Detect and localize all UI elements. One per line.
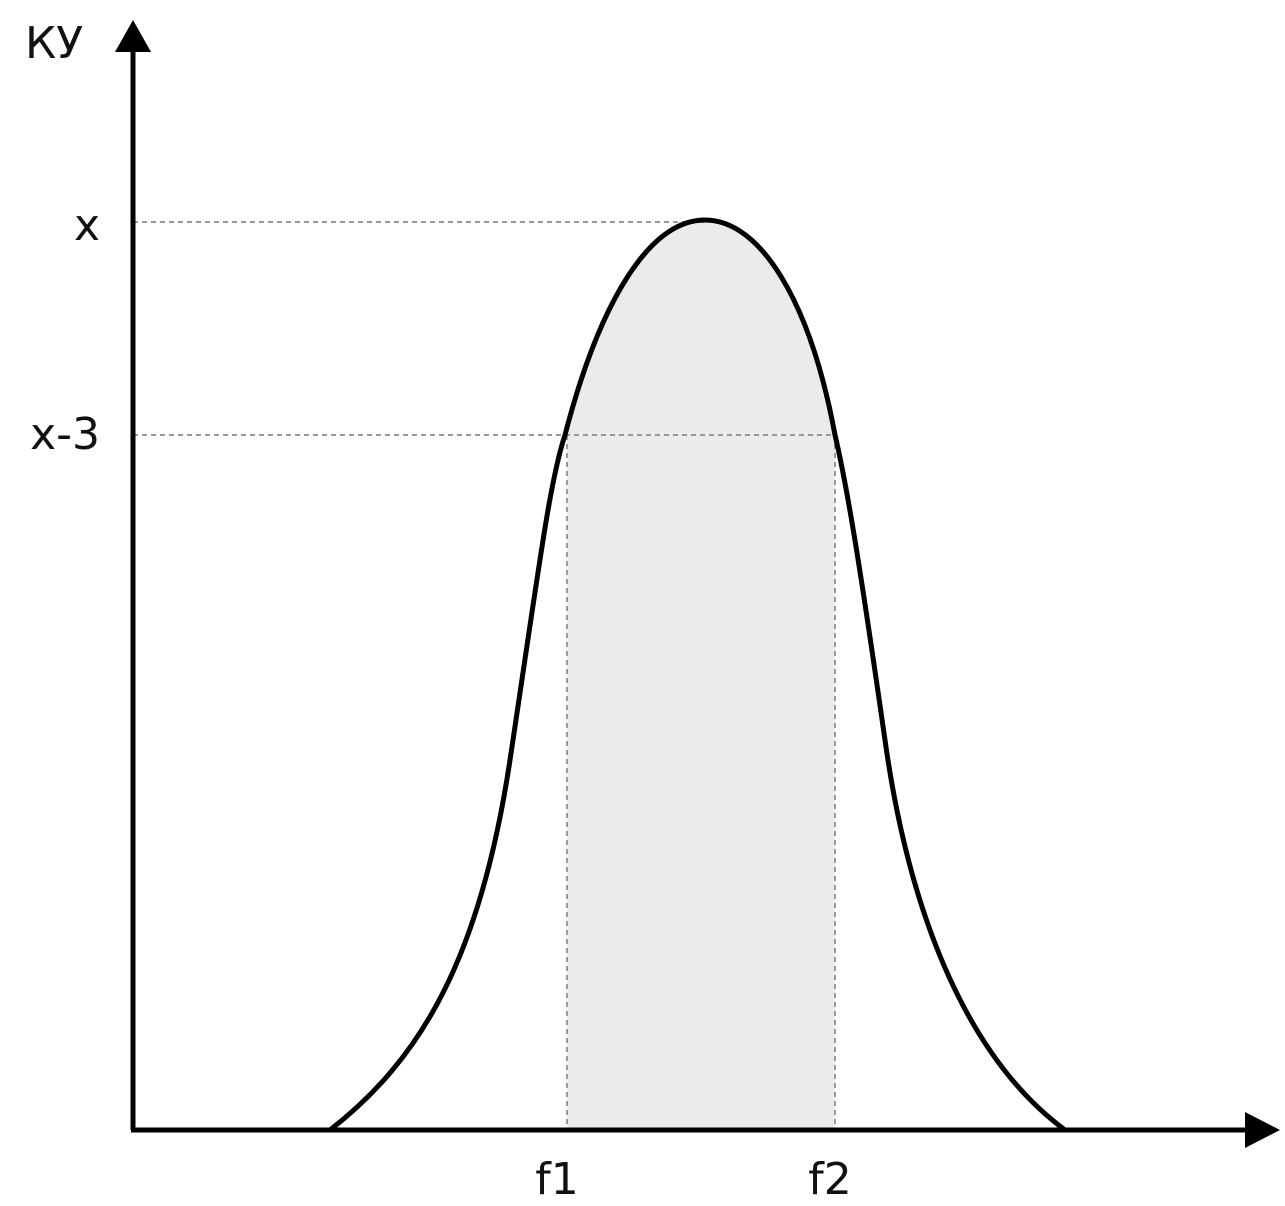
y-axis-label: КУ [25, 18, 83, 69]
response-curve [328, 217, 1067, 1133]
y-arrow [115, 20, 151, 52]
level-label: x [74, 200, 100, 251]
marker-label: f2 [808, 1154, 851, 1205]
level-label: x-3 [30, 409, 100, 460]
x-arrow [1245, 1112, 1280, 1148]
band-area [567, 220, 835, 1130]
marker-label: f1 [535, 1154, 578, 1205]
